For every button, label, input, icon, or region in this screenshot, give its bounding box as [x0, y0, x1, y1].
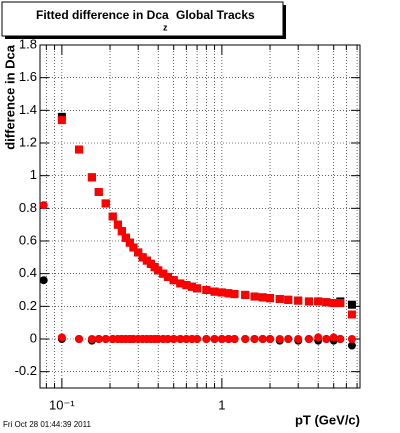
point	[87, 335, 96, 343]
point	[329, 333, 338, 342]
y-tick-label: 0.6	[19, 232, 37, 247]
title-box	[1, 1, 284, 37]
y-tick-label: 0.8	[19, 200, 37, 215]
x-tick-label: 1	[218, 397, 225, 412]
point	[169, 335, 178, 343]
point	[314, 333, 323, 342]
point	[217, 335, 226, 343]
point	[294, 335, 303, 343]
point	[210, 287, 219, 296]
point	[322, 298, 331, 307]
point	[336, 299, 345, 308]
point	[138, 253, 147, 262]
x-axis-label: pT (GeV/c)	[295, 412, 360, 427]
point	[101, 335, 110, 343]
point	[39, 276, 48, 285]
point	[284, 335, 293, 343]
point	[193, 335, 202, 343]
point	[336, 335, 345, 343]
point	[241, 290, 250, 299]
y-tick-label: 1	[30, 167, 37, 182]
y-tick-label: 1.2	[19, 134, 37, 149]
point	[224, 289, 233, 298]
point	[182, 281, 191, 290]
point	[241, 335, 250, 343]
y-tick-label: 0.2	[19, 298, 37, 313]
point	[266, 294, 275, 303]
point	[94, 335, 103, 343]
chart-title: Fitted difference in Dca	[36, 8, 169, 22]
point	[250, 335, 259, 343]
point	[57, 333, 66, 342]
point	[329, 299, 338, 308]
point	[39, 201, 48, 210]
point	[159, 269, 168, 278]
point	[347, 335, 356, 343]
point	[94, 188, 103, 196]
point	[250, 292, 259, 301]
y-tick-label: 0	[30, 330, 37, 345]
point	[57, 116, 66, 125]
point	[217, 288, 226, 297]
point	[347, 300, 356, 309]
y-tick-label: -0.2	[15, 363, 37, 378]
title-subscript: z	[163, 22, 168, 32]
point	[182, 335, 191, 343]
point	[176, 279, 185, 288]
footer-date: Fri Oct 28 01:44:39 2011	[3, 420, 91, 429]
point	[154, 266, 163, 275]
point	[202, 335, 211, 343]
point	[294, 296, 303, 305]
point	[187, 282, 196, 291]
point	[101, 199, 110, 208]
point	[304, 335, 313, 343]
plot-frame	[40, 45, 360, 388]
y-axis-label: difference in Dca	[2, 44, 17, 150]
point	[163, 272, 172, 281]
point	[258, 335, 267, 343]
point	[202, 286, 211, 294]
point	[258, 293, 267, 302]
point	[117, 227, 126, 236]
chart-subtitle: Global Tracks	[176, 8, 255, 22]
point	[193, 284, 202, 293]
point	[169, 276, 178, 285]
point	[113, 220, 122, 229]
point	[230, 290, 239, 299]
point	[266, 335, 275, 343]
point	[210, 335, 219, 343]
point	[75, 335, 84, 343]
point	[121, 233, 130, 242]
point	[322, 335, 331, 343]
y-tick-label: 0.4	[19, 265, 37, 280]
point	[129, 243, 138, 252]
y-tick-label: 1.6	[19, 69, 37, 84]
point	[275, 294, 284, 303]
point	[125, 238, 134, 247]
point	[75, 145, 84, 154]
point	[87, 173, 96, 182]
point	[347, 310, 356, 319]
point	[284, 295, 293, 304]
plot-border	[39, 44, 361, 389]
x-tick-label: 10⁻¹	[49, 397, 75, 412]
point	[314, 297, 323, 306]
point	[108, 212, 117, 221]
point	[230, 335, 239, 343]
point	[304, 297, 313, 306]
point	[347, 341, 356, 350]
y-tick-label: 1.4	[19, 102, 37, 117]
point	[224, 335, 233, 343]
point	[163, 335, 172, 343]
point	[176, 335, 185, 343]
point	[134, 248, 143, 257]
point	[275, 335, 284, 343]
y-tick-label: 1.8	[19, 36, 37, 51]
